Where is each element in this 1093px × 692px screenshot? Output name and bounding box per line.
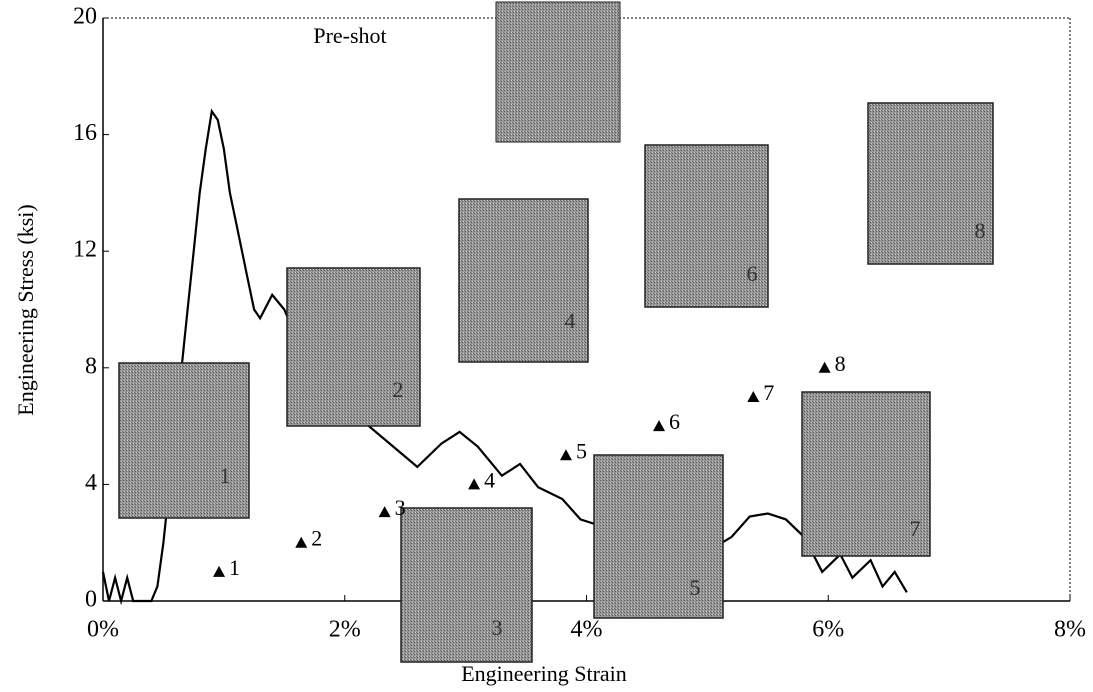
x-axis-title: Engineering Strain (461, 661, 627, 686)
y-tick-label: 8 (85, 353, 97, 379)
photo-inset (401, 508, 532, 662)
marker-label: 6 (669, 409, 680, 434)
marker-label: 5 (576, 438, 587, 463)
inset-label: 1 (220, 463, 231, 488)
marker (819, 362, 831, 373)
preshot-inset (496, 2, 620, 142)
photo-inset (459, 199, 588, 362)
marker (560, 449, 572, 460)
marker-label: 7 (763, 380, 774, 405)
photo-inset (287, 268, 420, 426)
marker (379, 506, 391, 517)
marker-label: 4 (484, 467, 495, 492)
y-tick-label: 12 (73, 237, 97, 263)
inset-label: 2 (393, 377, 404, 402)
marker-label: 2 (311, 526, 322, 551)
y-tick-label: 4 (85, 470, 97, 496)
inset-label: 4 (565, 308, 576, 333)
inset-label: 7 (910, 516, 921, 541)
x-tick-label: 8% (1054, 617, 1086, 643)
marker (468, 478, 480, 489)
y-tick-label: 20 (73, 4, 97, 30)
x-tick-label: 2% (329, 617, 361, 643)
x-tick-label: 4% (571, 617, 603, 643)
marker (295, 537, 307, 548)
chart: Pre-shot Engineering Strain Engineering … (0, 0, 1093, 692)
y-tick-label: 0 (85, 587, 97, 613)
annotation: Pre-shot (313, 23, 386, 48)
marker-label: 8 (835, 351, 846, 376)
marker-label: 3 (395, 495, 406, 520)
y-axis-title: Engineering Stress (ksi) (13, 204, 38, 415)
marker (747, 391, 759, 402)
marker (653, 420, 665, 431)
photo-inset (594, 455, 723, 618)
x-tick-label: 0% (87, 617, 119, 643)
inset-label: 5 (690, 575, 701, 600)
x-tick-label: 6% (812, 617, 844, 643)
inset-label: 8 (975, 218, 986, 243)
y-tick-label: 16 (73, 120, 97, 146)
photo-inset (119, 363, 249, 518)
inset-label: 3 (492, 615, 503, 640)
inset-label: 6 (747, 261, 758, 286)
marker (213, 566, 225, 577)
marker-label: 1 (229, 555, 240, 580)
